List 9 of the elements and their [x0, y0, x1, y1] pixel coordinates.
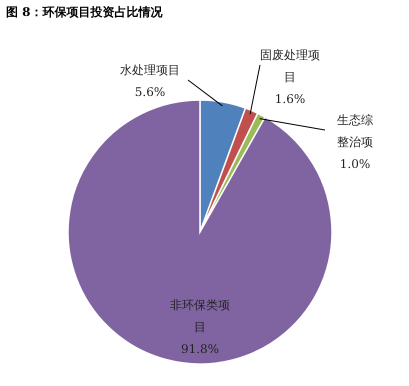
slice-label: 非环保类项目 [170, 298, 230, 334]
slice-label: 固废处理项目 [260, 48, 320, 84]
slice-label: 生态综整治项 [337, 113, 373, 149]
data-label: 5.6% [134, 85, 166, 99]
slice-label: 水处理项目 [120, 63, 180, 77]
data-label: 1.0% [340, 157, 370, 171]
chart-title: 图 8：环保项目投资占比情况 [6, 5, 164, 19]
data-label: 1.6% [274, 92, 306, 106]
data-label: 91.8% [180, 342, 220, 356]
